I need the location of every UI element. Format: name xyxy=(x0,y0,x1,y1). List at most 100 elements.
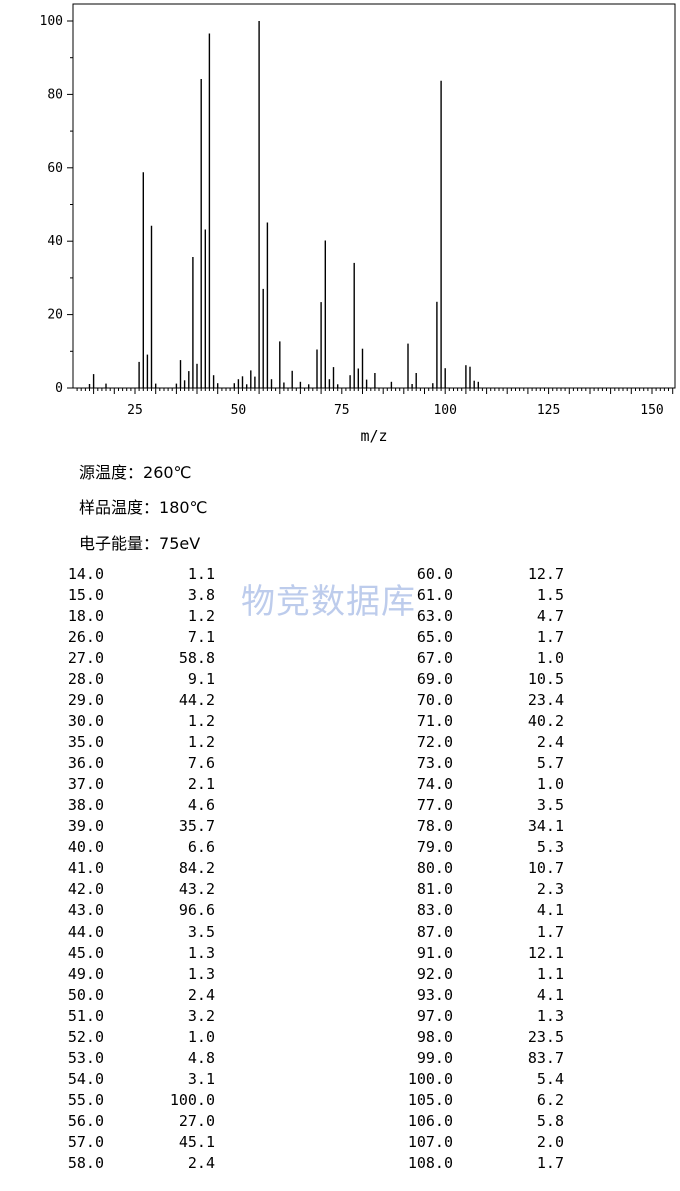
table-row: 49.0 1.3 xyxy=(0,964,240,985)
table-row: 93.0 4.1 xyxy=(340,985,580,1006)
table-row: 107.0 2.0 xyxy=(340,1132,580,1153)
table-row: 30.0 1.2 xyxy=(0,711,240,732)
abundance-value: 1.0 xyxy=(187,1027,215,1046)
mz-value: 60.0 xyxy=(416,565,453,583)
table-row: 98.0 23.5 xyxy=(340,1027,580,1048)
abundance-value: 9.1 xyxy=(187,670,215,689)
x-axis-label: m/z xyxy=(360,427,387,445)
table-row: 63.0 4.7 xyxy=(340,606,580,627)
mass-spectrum-chart: 25 50 75 100 125 150 0 20 40 60 80 100 m/z xyxy=(40,3,676,445)
mz-value: 93.0 xyxy=(416,985,453,1004)
table-row: 54.0 3.1 xyxy=(0,1069,240,1090)
mz-value: 87.0 xyxy=(416,922,453,941)
abundance-value: 1.0 xyxy=(536,775,564,794)
table-row: 51.0 3.2 xyxy=(0,1006,240,1027)
y-tick-label: 20 xyxy=(47,308,63,323)
table-row: 105.0 6.2 xyxy=(340,1090,580,1111)
abundance-value: 84.2 xyxy=(178,859,215,878)
mz-value: 27.0 xyxy=(67,649,104,668)
table-row: 43.0 96.6 xyxy=(0,900,240,921)
mz-value: 65.0 xyxy=(416,628,453,647)
abundance-value: 1.7 xyxy=(536,628,564,647)
table-row: 80.0 10.7 xyxy=(340,858,580,879)
table-row: 81.0 2.3 xyxy=(340,879,580,900)
x-tick-label: 50 xyxy=(231,403,247,418)
abundance-value: 2.0 xyxy=(536,1132,564,1151)
y-tick-label: 0 xyxy=(55,381,63,396)
abundance-value: 6.2 xyxy=(536,1090,564,1109)
table-row: 58.0 2.4 xyxy=(0,1153,240,1174)
table-row: 28.0 9.1 xyxy=(0,669,240,690)
table-row: 67.0 1.0 xyxy=(340,648,580,669)
mz-value: 72.0 xyxy=(416,733,453,752)
mz-value: 100.0 xyxy=(407,1069,453,1088)
table-row: 38.0 4.6 xyxy=(0,795,240,816)
mz-value: 39.0 xyxy=(67,817,104,836)
y-tick-label: 80 xyxy=(47,87,63,102)
table-row: 73.0 5.7 xyxy=(340,753,580,774)
abundance-value: 2.4 xyxy=(536,733,564,752)
abundance-value: 4.1 xyxy=(536,901,564,920)
mz-value: 54.0 xyxy=(67,1069,104,1088)
mz-value: 43.0 xyxy=(67,901,104,920)
mz-value: 45.0 xyxy=(67,943,104,962)
x-tick-label: 150 xyxy=(640,403,663,418)
abundance-value: 100.0 xyxy=(169,1090,215,1109)
table-row: 41.0 84.2 xyxy=(0,858,240,879)
mz-value: 63.0 xyxy=(416,607,453,626)
table-row: 74.0 1.0 xyxy=(340,774,580,795)
mz-value: 80.0 xyxy=(416,859,453,878)
table-row: 39.0 35.7 xyxy=(0,816,240,837)
y-tick-label: 60 xyxy=(47,161,63,176)
table-row: 18.0 1.2 xyxy=(0,606,240,627)
table-row: 97.0 1.3 xyxy=(340,1006,580,1027)
abundance-value: 3.5 xyxy=(187,922,215,941)
mz-value: 108.0 xyxy=(407,1153,453,1172)
table-row: 40.0 6.6 xyxy=(0,837,240,858)
table-row: 106.0 5.8 xyxy=(340,1111,580,1132)
mz-value: 98.0 xyxy=(416,1027,453,1046)
abundance-value: 4.6 xyxy=(187,796,215,815)
table-row: 61.0 1.5 xyxy=(340,585,580,606)
table-row: 100.0 5.4 xyxy=(340,1069,580,1090)
abundance-value: 3.8 xyxy=(187,586,215,605)
mz-value: 78.0 xyxy=(416,817,453,836)
abundance-value: 2.4 xyxy=(187,1153,215,1172)
table-row: 36.0 7.6 xyxy=(0,753,240,774)
abundance-value: 96.6 xyxy=(178,901,215,920)
abundance-value: 1.3 xyxy=(187,943,215,962)
abundance-value: 10.7 xyxy=(527,859,564,878)
mz-value: 70.0 xyxy=(416,691,453,710)
source-temp-label: 源温度： xyxy=(79,463,144,482)
abundance-value: 4.7 xyxy=(536,607,564,626)
abundance-value: 12.7 xyxy=(527,565,564,583)
mz-value: 37.0 xyxy=(67,775,104,794)
mz-value: 81.0 xyxy=(416,880,453,899)
mz-value: 56.0 xyxy=(67,1111,104,1130)
mz-value: 35.0 xyxy=(67,733,104,752)
mz-value: 52.0 xyxy=(67,1027,104,1046)
mz-value: 49.0 xyxy=(67,964,104,983)
table-row: 77.0 3.5 xyxy=(340,795,580,816)
mz-value: 67.0 xyxy=(416,649,453,668)
table-row: 71.0 40.2 xyxy=(340,711,580,732)
abundance-value: 1.3 xyxy=(536,1006,564,1025)
table-row: 44.0 3.5 xyxy=(0,922,240,943)
mz-value: 92.0 xyxy=(416,964,453,983)
source-temp-line: 源温度：260℃ xyxy=(79,459,192,483)
mz-value: 91.0 xyxy=(416,943,453,962)
table-row: 60.0 12.7 xyxy=(340,564,580,585)
sample-temp-label: 样品温度： xyxy=(79,498,160,517)
abundance-value: 35.7 xyxy=(178,817,215,836)
electron-energy-line: 电子能量：75eV xyxy=(79,530,200,554)
abundance-value: 83.7 xyxy=(527,1048,564,1067)
abundance-value: 7.6 xyxy=(187,754,215,773)
abundance-value: 1.2 xyxy=(187,607,215,626)
mz-value: 26.0 xyxy=(67,628,104,647)
axis-ticks xyxy=(67,20,674,394)
table-row: 72.0 2.4 xyxy=(340,732,580,753)
abundance-value: 43.2 xyxy=(178,880,215,899)
source-temp-value: 260℃ xyxy=(143,463,192,482)
table-row: 78.0 34.1 xyxy=(340,816,580,837)
x-tick-label: 25 xyxy=(127,403,143,418)
